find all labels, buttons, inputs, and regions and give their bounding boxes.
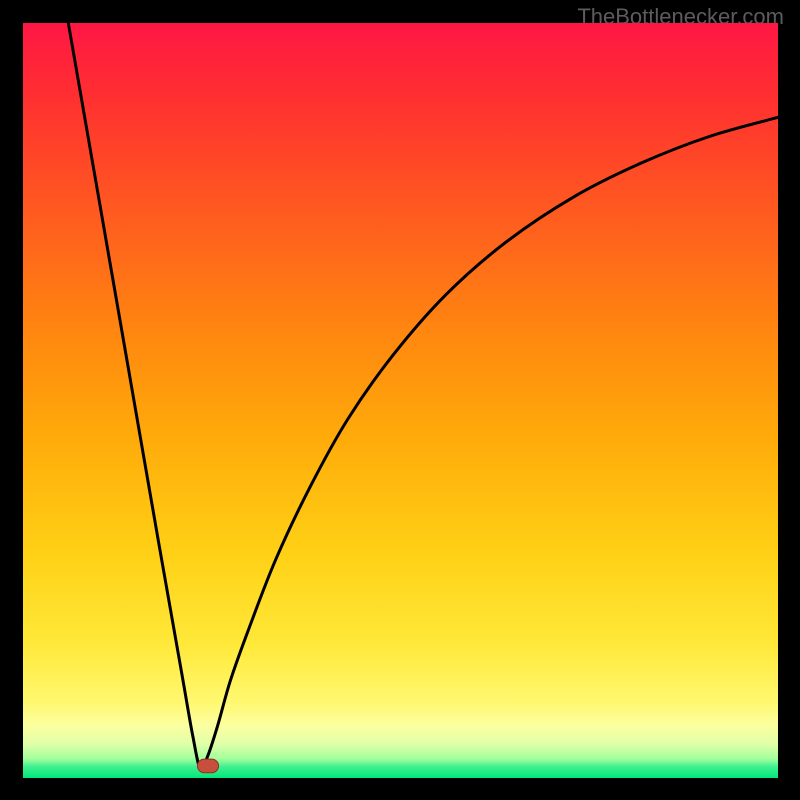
figure-root: TheBottlenecker.com <box>0 0 800 800</box>
optimal-point-marker <box>197 759 218 773</box>
bottleneck-chart <box>23 23 778 778</box>
gradient-background <box>23 23 778 778</box>
